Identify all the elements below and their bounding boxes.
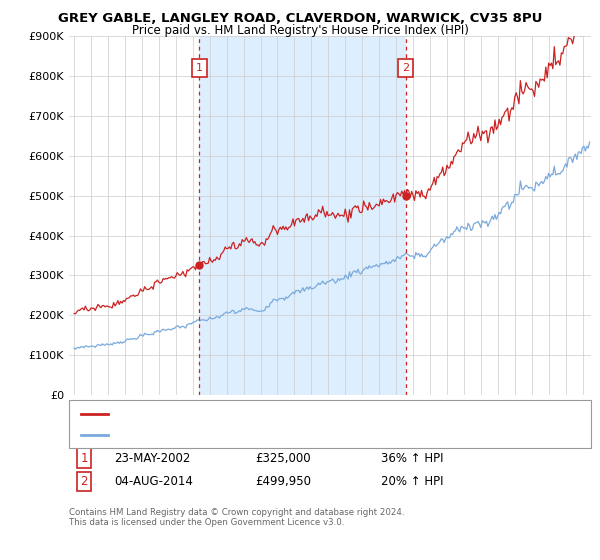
- Text: 1: 1: [196, 63, 203, 73]
- Bar: [199, 36, 406, 395]
- Text: Price paid vs. HM Land Registry's House Price Index (HPI): Price paid vs. HM Land Registry's House …: [131, 24, 469, 36]
- Text: 1: 1: [80, 451, 88, 465]
- Text: £499,950: £499,950: [255, 475, 311, 488]
- Text: 2: 2: [403, 63, 409, 73]
- Text: GREY GABLE, LANGLEY ROAD, CLAVERDON, WARWICK, CV35 8PU (detached house): GREY GABLE, LANGLEY ROAD, CLAVERDON, WAR…: [114, 409, 523, 419]
- Text: GREY GABLE, LANGLEY ROAD, CLAVERDON, WARWICK, CV35 8PU: GREY GABLE, LANGLEY ROAD, CLAVERDON, WAR…: [58, 12, 542, 25]
- Text: HPI: Average price, detached house, Stratford-on-Avon: HPI: Average price, detached house, Stra…: [114, 430, 381, 440]
- Text: 04-AUG-2014: 04-AUG-2014: [114, 475, 193, 488]
- Text: 36% ↑ HPI: 36% ↑ HPI: [381, 451, 443, 465]
- Text: £325,000: £325,000: [255, 451, 311, 465]
- Text: 2: 2: [80, 475, 88, 488]
- Text: 23-MAY-2002: 23-MAY-2002: [114, 451, 190, 465]
- Text: 20% ↑ HPI: 20% ↑ HPI: [381, 475, 443, 488]
- Text: Contains HM Land Registry data © Crown copyright and database right 2024.
This d: Contains HM Land Registry data © Crown c…: [69, 508, 404, 528]
